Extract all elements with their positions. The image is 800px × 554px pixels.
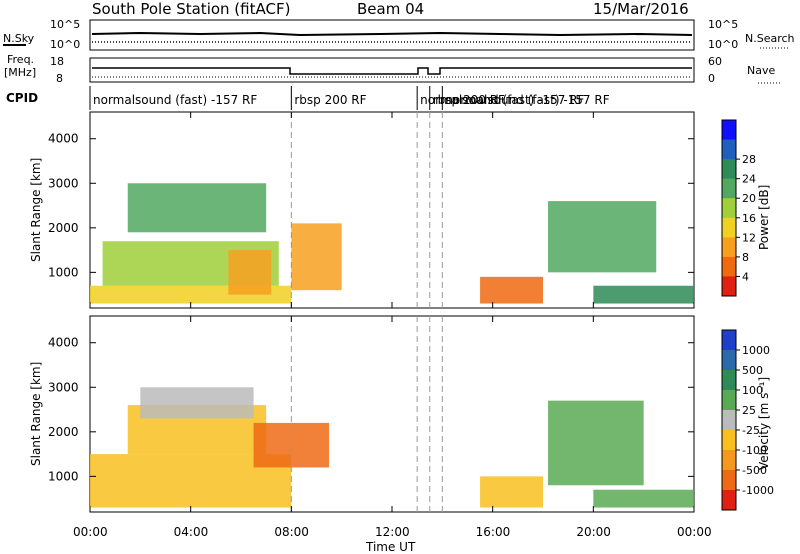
cpid-segment-label: normalsound (fast) -157 RF	[445, 93, 609, 107]
colorbar-segment	[722, 470, 736, 491]
velocity-colorbar: 1000 500 100 25 -25 -100 -500 -1000	[721, 329, 774, 511]
cpid-segment-label: rbsp 200 RF	[433, 93, 505, 107]
tick-right-freq-1: 60	[708, 55, 722, 68]
x-tick-label: 20:00	[576, 525, 611, 539]
y-tick-label: 3000	[48, 380, 79, 394]
colorbar-tick-label: 4	[742, 270, 749, 283]
y-tick-label: 2000	[48, 221, 79, 235]
y-ticks: 1000 2000 3000 4000 1000 2000 3000 4000	[48, 132, 694, 483]
nave-label: Nave	[747, 64, 775, 77]
heatmap-cell	[548, 400, 644, 486]
freq-label: Freq.	[7, 53, 34, 66]
y-tick-label: 1000	[48, 469, 79, 483]
colorbar-tick-label: 20	[742, 192, 756, 205]
x-tick-label: 08:00	[274, 525, 309, 539]
freq-panel	[89, 57, 695, 83]
power-colorbar: 4 8 12 16 20 24 28	[721, 119, 756, 297]
colorbar-segment	[722, 120, 736, 141]
x-tick-label: 00:00	[677, 525, 712, 539]
x-tick-label: 04:00	[174, 525, 209, 539]
colorbar-tick-label: 28	[742, 153, 756, 166]
x-tick-label: 16:00	[476, 525, 511, 539]
colorbar-tick-label: 1000	[742, 344, 770, 357]
y-tick-label: 1000	[48, 265, 79, 279]
colorbar-frame	[721, 329, 737, 511]
heatmap-cell	[127, 183, 267, 233]
y-tick-label: 4000	[48, 132, 79, 146]
freq-line	[92, 67, 692, 75]
colorbar-segment	[722, 350, 736, 371]
tick-right-top-2: 10^0	[708, 38, 738, 51]
cpid-segment-label: rbsp 200 RF	[294, 93, 366, 107]
velocity-colorbar-label: Velocity [m s⁻¹]	[757, 377, 771, 470]
colorbar-segment	[722, 237, 736, 258]
heatmap-cell	[593, 489, 694, 508]
heatmap-cell	[593, 285, 694, 304]
tick-left-freq-2: 8	[56, 72, 63, 85]
power-heatmap	[90, 183, 694, 304]
colorbar-segment	[722, 430, 736, 451]
velocity-heatmap	[90, 387, 694, 508]
power-colorbar-label: Power [dB]	[757, 185, 771, 250]
cpid-segment-label: normalsound (fast) -157 RF	[420, 93, 584, 107]
cpid-segment-label: normalsound (fast) -157 RF	[93, 93, 257, 107]
heatmap-cell	[480, 276, 543, 304]
beam-label: Beam 04	[357, 0, 424, 18]
heatmap-cell	[228, 250, 272, 295]
colorbar-segment	[722, 276, 736, 297]
nsearch-label: N.Search	[745, 32, 795, 45]
mode-change-lines	[290, 112, 443, 512]
colorbar-segment	[722, 256, 736, 277]
power-y-axis-label: Slant Range [km]	[29, 158, 43, 262]
colorbar-segment	[722, 198, 736, 219]
colorbar-tick-label: -1000	[742, 484, 774, 497]
colorbar-segment	[722, 450, 736, 471]
colorbar-segment	[722, 370, 736, 391]
colorbar-tick-label: 8	[742, 251, 749, 264]
colorbar-segment	[722, 217, 736, 238]
x-axis-label: Time UT	[365, 540, 416, 554]
y-tick-label: 3000	[48, 176, 79, 190]
x-tick-label: 00:00	[73, 525, 108, 539]
colorbar-tick-label: -500	[742, 464, 767, 477]
tick-right-freq-2: 0	[708, 72, 715, 85]
cpid-track: normalsound (fast) -157 RF rbsp 200 RF nor…	[89, 86, 610, 110]
x-ticks: 00:00 04:00 08:00 12:00 16:00 20:00 00:00	[73, 112, 712, 539]
colorbar-tick-label: 16	[742, 212, 756, 225]
tick-left-top-1: 10^5	[50, 18, 80, 31]
colorbar-segment	[722, 490, 736, 511]
colorbar-tick-label: -100	[742, 444, 767, 457]
colorbar-tick-label: 25	[742, 404, 756, 417]
nsky-line	[91, 31, 693, 37]
date-label: 15/Mar/2016	[593, 0, 689, 18]
freq-unit-label: [MHz]	[4, 66, 36, 79]
colorbar-frame	[721, 119, 737, 297]
colorbar-segment	[722, 139, 736, 160]
noise-panel	[89, 19, 695, 51]
station-title: South Pole Station (fitACF)	[92, 0, 290, 18]
velocity-y-axis-label: Slant Range [km]	[29, 362, 43, 466]
y-tick-label: 4000	[48, 336, 79, 350]
colorbar-segment	[722, 410, 736, 431]
heatmap-cell	[548, 201, 657, 273]
tick-left-freq-1: 18	[50, 55, 64, 68]
heatmap-cell	[291, 223, 342, 291]
tick-right-top-1: 10^5	[708, 18, 738, 31]
colorbar-tick-label: 100	[742, 384, 763, 397]
colorbar-tick-label: 500	[742, 364, 763, 377]
heatmap-cell	[140, 387, 254, 419]
colorbar-segment	[722, 159, 736, 180]
y-tick-label: 2000	[48, 425, 79, 439]
tick-left-top-2: 10^0	[50, 38, 80, 51]
colorbar-segment	[722, 178, 736, 199]
colorbar-tick-label: -25	[742, 424, 760, 437]
colorbar-tick-label: 24	[742, 173, 756, 186]
colorbar-segment	[722, 390, 736, 411]
colorbar-tick-label: 12	[742, 231, 756, 244]
nsky-label: N.Sky	[3, 32, 35, 45]
cpid-label: CPID	[6, 91, 38, 105]
heatmap-cell	[480, 476, 543, 508]
x-tick-label: 12:00	[375, 525, 410, 539]
colorbar-segment	[722, 330, 736, 351]
